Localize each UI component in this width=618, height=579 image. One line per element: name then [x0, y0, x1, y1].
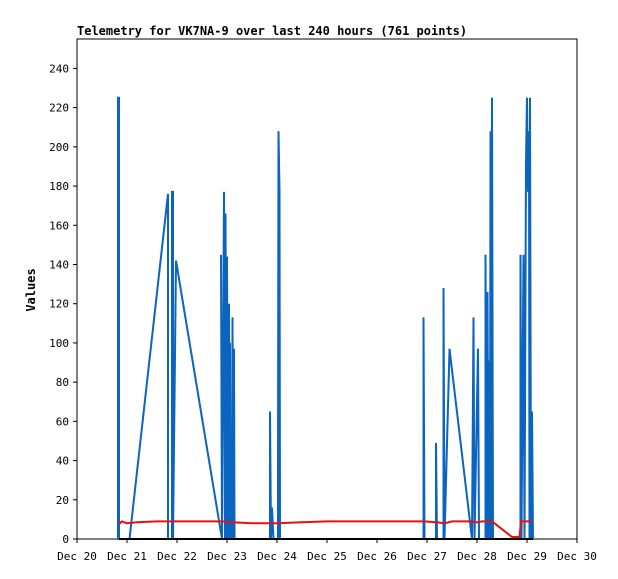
x-axis: Dec 20 Dec 21 Dec 22 Dec 23 Dec 24 Dec 25 Dec … [57, 539, 597, 563]
x-tick-label: Dec 26 [357, 550, 397, 563]
y-tick-label: 160 [49, 219, 69, 232]
plot-frame [76, 38, 578, 540]
series-line-blue [117, 96, 534, 540]
y-tick-label: 180 [49, 180, 69, 193]
y-tick-label: 0 [62, 533, 69, 546]
x-tick-label: Dec 22 [157, 550, 197, 563]
x-tick-label: Dec 25 [307, 550, 347, 563]
plot-series [117, 96, 534, 540]
x-tick-label: Dec 30 [557, 550, 597, 563]
y-tick-label: 40 [56, 455, 69, 468]
y-tick-label: 240 [49, 62, 69, 75]
y-tick-label: 140 [49, 258, 69, 271]
y-tick-label: 200 [49, 141, 69, 154]
y-tick-label: 60 [56, 415, 69, 428]
x-tick-label: Dec 23 [207, 550, 247, 563]
chart-title: Telemetry for VK7NA-9 over last 240 hour… [77, 24, 467, 38]
x-tick-label: Dec 20 [57, 550, 97, 563]
y-tick-label: 20 [56, 494, 69, 507]
y-tick-label: 80 [56, 376, 69, 389]
y-tick-label: 100 [49, 337, 69, 350]
x-tick-label: Dec 28 [457, 550, 497, 563]
x-tick-label: Dec 21 [107, 550, 147, 563]
x-tick-label: Dec 29 [507, 550, 547, 563]
series-line-red [118, 520, 532, 538]
y-axis-label: Values [24, 268, 38, 311]
y-axis: 0 20 40 60 80 100 120 140 160 180 200 220 240 [49, 62, 77, 546]
x-tick-label: Dec 24 [257, 550, 297, 563]
y-tick-label: 120 [49, 298, 69, 311]
x-tick-label: Dec 27 [407, 550, 447, 563]
y-tick-label: 220 [49, 102, 69, 115]
